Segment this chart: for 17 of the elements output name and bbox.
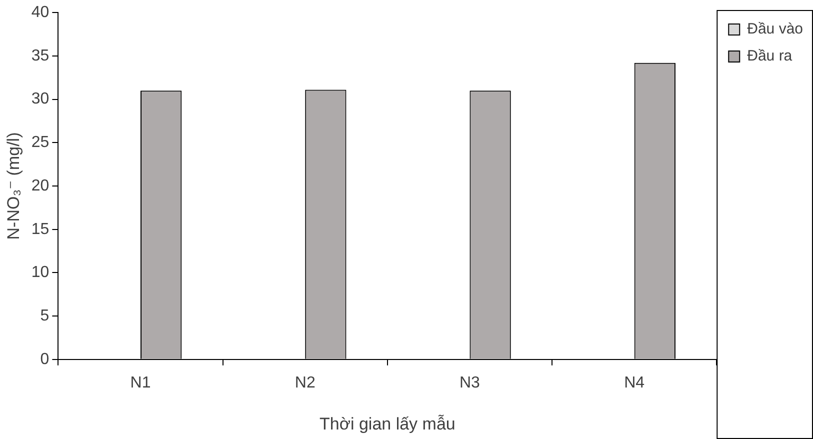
y-tick-label: 40 [31, 4, 50, 22]
y-tick-label: 15 [31, 220, 50, 238]
x-tick-label: N1 [130, 374, 151, 392]
y-tick-label: 25 [31, 134, 50, 152]
y-axis-title: N-NO₃⁻ (mg/l) [4, 132, 23, 240]
x-axis-title: Thời gian lấy mẫu [319, 414, 456, 434]
y-tick-label: 20 [31, 177, 50, 194]
legend-label: Đầu vào [747, 20, 804, 38]
x-tick-label: N4 [624, 374, 645, 392]
y-tick-label: 35 [31, 47, 50, 64]
x-tick-label: N2 [294, 374, 316, 392]
y-tick-label: 10 [31, 264, 50, 282]
y-tick-label: 30 [31, 90, 50, 108]
legend-label: Đầu ra [747, 48, 793, 65]
y-tick-label: 0 [40, 350, 50, 368]
x-tick-label: N3 [459, 374, 480, 392]
y-tick-label: 5 [40, 307, 50, 324]
